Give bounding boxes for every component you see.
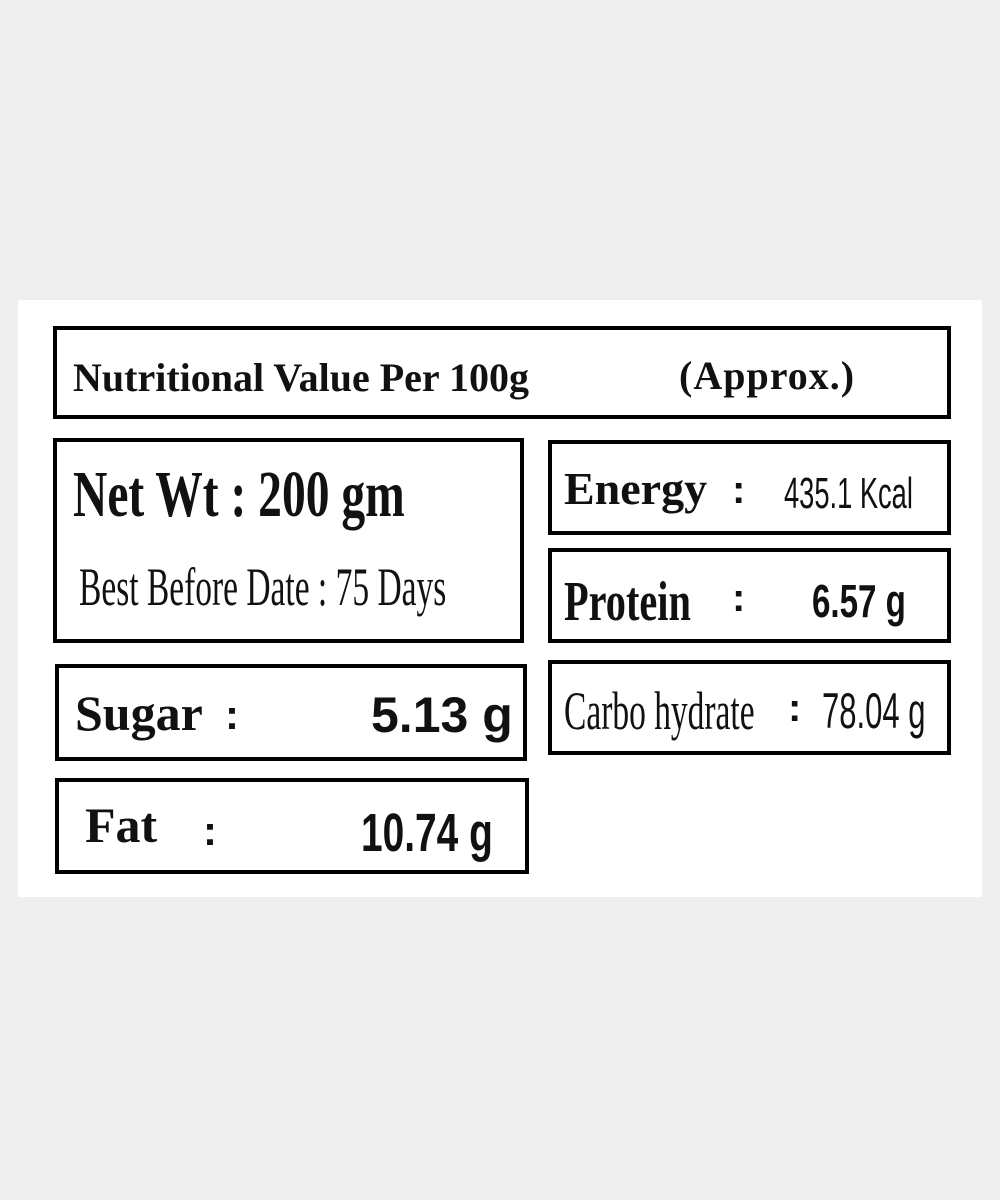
nutrient-value: 10.74 g	[361, 803, 493, 863]
net-weight: Net Wt : 200 gm	[73, 458, 405, 531]
package-box: Net Wt : 200 gm Best Before Date : 75 Da…	[53, 438, 524, 643]
separator: :	[203, 807, 217, 854]
nutrient-label: Energy	[564, 463, 708, 514]
energy-box: Energy : 435.1 Kcal	[548, 440, 951, 535]
fat-box: Fat : 10.74 g	[55, 778, 529, 874]
nutrient-value: 435.1 Kcal	[784, 469, 913, 518]
nutrient-value: 5.13 g	[371, 687, 513, 743]
nutrient-label: Fat	[85, 797, 158, 853]
title-box: Nutritional Value Per 100g (Approx.)	[53, 326, 951, 419]
separator: :	[732, 576, 746, 620]
nutrient-label: Sugar	[75, 685, 203, 741]
separator: :	[788, 686, 802, 730]
title: Nutritional Value Per 100g	[73, 355, 529, 400]
nutrient-label: Protein	[564, 571, 691, 633]
nutrient-label: Carbo hydrate	[564, 681, 755, 741]
nutrient-value: 6.57 g	[812, 575, 906, 627]
protein-box: Protein : 6.57 g	[548, 548, 951, 643]
separator: :	[732, 468, 746, 512]
carbohydrate-box: Carbo hydrate : 78.04 g	[548, 660, 951, 755]
nutrient-value: 78.04 g	[822, 683, 926, 739]
sugar-box: Sugar : 5.13 g	[55, 664, 527, 761]
separator: :	[225, 691, 239, 738]
approx-note: (Approx.)	[679, 353, 856, 398]
best-before: Best Before Date : 75 Days	[79, 557, 447, 617]
